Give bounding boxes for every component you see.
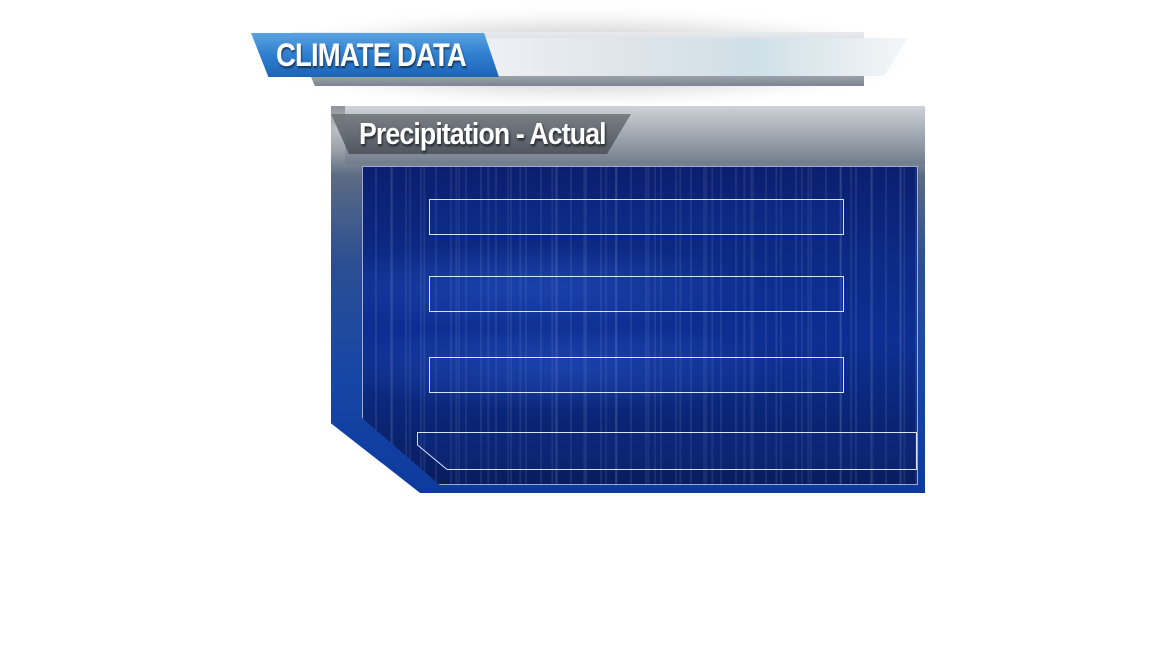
banner-title-tab <box>251 33 499 77</box>
footer-row <box>417 432 917 470</box>
data-row-3 <box>429 357 844 393</box>
data-row-2 <box>429 276 844 312</box>
panel-header-tab <box>331 114 631 154</box>
banner-title: CLIMATE DATA <box>276 37 467 73</box>
rain-texture <box>362 166 918 485</box>
panel-title: Precipitation - Actual <box>359 116 607 151</box>
data-row-1 <box>429 199 844 235</box>
panel-screen <box>362 166 918 485</box>
